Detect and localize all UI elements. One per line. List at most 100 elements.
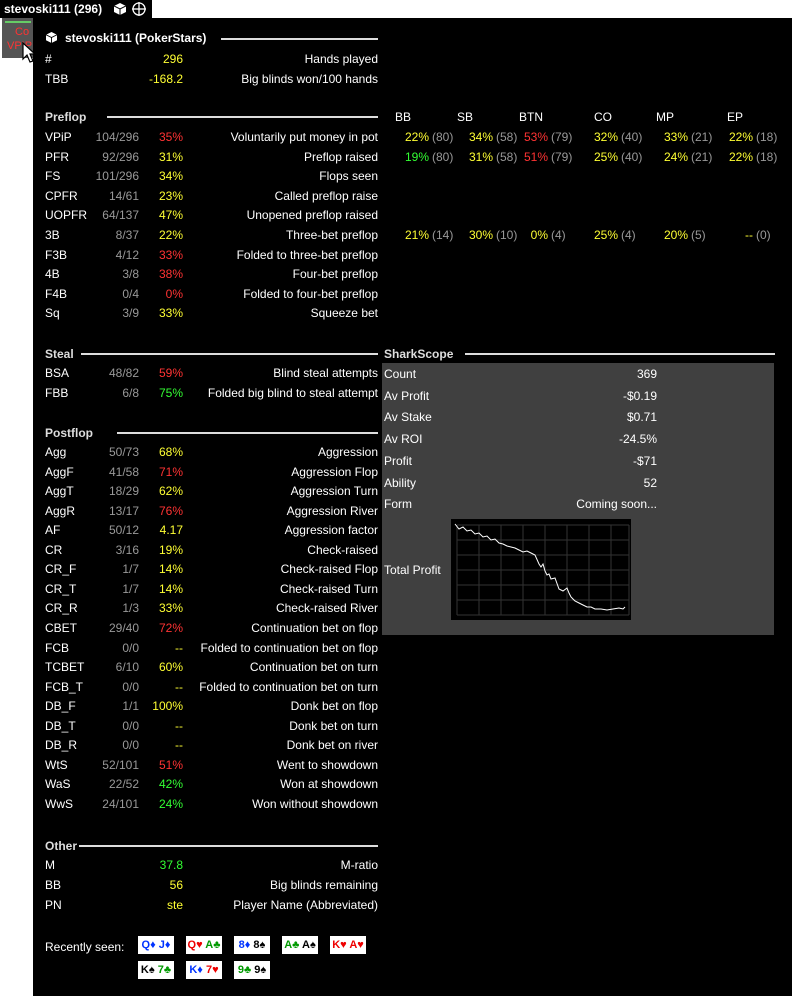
position-count: (4) [551, 228, 566, 242]
spade-suit-icon: ♠ [148, 964, 155, 976]
club-suit-icon: ♣ [213, 939, 221, 951]
stat-ratio: 8/37 [115, 228, 139, 242]
profit-chart [454, 523, 630, 616]
stat-label: Player Name (Abbreviated) [233, 898, 378, 912]
cube-icon[interactable] [114, 3, 126, 15]
crosshair-icon[interactable] [132, 2, 146, 16]
mouse-cursor-icon [22, 42, 37, 63]
sharkscope-value: $0.71 [626, 410, 657, 425]
stat-ratio: 18/29 [108, 484, 139, 499]
stat-value: 31% [158, 149, 183, 164]
mini-hud-bar [5, 21, 31, 23]
stat-label: Squeeze bet [310, 306, 378, 321]
card-rank: 9 [254, 964, 261, 976]
stat-ratio: 101/296 [95, 169, 139, 184]
stat-ratio: 0/0 [122, 640, 139, 655]
stat-label: Preflop raised [303, 149, 378, 164]
sharkscope-title: SharkScope [384, 347, 454, 361]
stat-label: Aggression [317, 445, 378, 459]
position-count: (80) [432, 149, 454, 164]
stat-value: 296 [162, 52, 183, 66]
position-header-bb: BB [394, 110, 411, 124]
card-rank: K [332, 939, 341, 951]
stat-abbr: DB_T [45, 718, 76, 733]
recent-hand-card[interactable]: 9♣ 9♠ [234, 961, 270, 979]
stat-value: 22% [158, 228, 183, 242]
stat-label: Continuation bet on turn [249, 660, 378, 675]
stat-label: Flops seen [319, 169, 378, 184]
stat-ratio: 52/101 [102, 757, 139, 772]
club-suit-icon: ♣ [163, 964, 172, 976]
spade-suit-icon: ♠ [259, 939, 266, 951]
stat-abbr: Agg [45, 445, 67, 459]
stat-value: 24% [158, 796, 183, 811]
stat-label: Continuation bet on flop [251, 620, 378, 635]
stat-value: 71% [158, 464, 183, 479]
stat-value: 33% [158, 306, 183, 321]
stat-value: 37.8 [159, 858, 183, 872]
card-rank: 8 [238, 939, 245, 951]
stat-value: -- [175, 738, 183, 753]
stat-label: M-ratio [340, 858, 378, 872]
stat-value: 0% [165, 286, 183, 301]
position-pct: 25% [593, 228, 618, 242]
stat-abbr: PFR [45, 149, 69, 164]
stat-label: Went to showdown [276, 757, 378, 772]
sharkscope-divider [465, 353, 775, 355]
stat-ratio: 14/61 [108, 188, 139, 203]
recent-hand-card[interactable]: 8♦ 8♠ [234, 936, 270, 954]
sharkscope-label: Av Profit [384, 388, 430, 403]
stat-ratio: 48/82 [108, 366, 139, 380]
total-profit-label: Total Profit [384, 563, 441, 577]
spade-suit-icon: ♠ [260, 964, 267, 976]
stat-abbr: CR [45, 542, 63, 557]
spade-suit-icon: ♠ [309, 939, 316, 951]
stat-label: Aggression factor [284, 523, 378, 538]
stat-label: Big blinds won/100 hands [241, 71, 378, 86]
club-suit-icon: ♣ [243, 964, 252, 976]
hud-titlebar[interactable]: stevoski111 (296) [0, 0, 152, 18]
recent-hand-card[interactable]: Q♥ A♣ [186, 936, 222, 954]
sharkscope-label: Ability [384, 475, 417, 490]
diamond-suit-icon: ♦ [164, 939, 171, 951]
stat-ratio: 41/58 [108, 464, 139, 479]
stat-value: 59% [158, 366, 183, 380]
hud-title: stevoski111 (296) [4, 2, 103, 16]
position-count: (14) [432, 228, 454, 242]
position-count: (40) [621, 149, 643, 164]
section-divider [117, 432, 378, 434]
stat-abbr: DB_R [45, 738, 78, 753]
recent-hand-card[interactable]: A♣ A♠ [282, 936, 318, 954]
stat-ratio: 13/17 [108, 503, 139, 518]
recent-hand-card[interactable]: K♦ 7♥ [186, 961, 222, 979]
sharkscope-label: Count [384, 367, 417, 381]
stat-abbr: 4B [45, 267, 60, 282]
position-count: (21) [691, 130, 713, 144]
stat-abbr: WtS [45, 757, 68, 772]
position-count: (40) [621, 130, 643, 144]
recent-hand-card[interactable]: K♥ A♥ [330, 936, 366, 954]
position-count: (58) [496, 130, 518, 144]
stat-ratio: 1/1 [122, 699, 139, 714]
position-pct: 0% [530, 228, 548, 242]
position-pct: 21% [404, 228, 429, 242]
stat-abbr: CR_T [45, 581, 77, 596]
position-pct: -- [745, 228, 753, 242]
stat-abbr: AggT [45, 484, 74, 499]
stat-label: Won without showdown [252, 796, 378, 811]
stat-abbr: TBB [45, 71, 69, 86]
position-count: (0) [756, 228, 771, 242]
stat-value: 4.17 [159, 523, 183, 538]
stat-label: Check-raised Flop [280, 562, 378, 577]
stat-abbr: 3B [45, 228, 60, 242]
stat-label: Aggression River [286, 503, 378, 518]
stat-label: Donk bet on river [286, 738, 378, 753]
position-pct: 34% [468, 130, 493, 144]
stat-abbr: AggR [45, 503, 76, 518]
stat-abbr: UOPFR [45, 208, 87, 223]
stat-label: Three-bet preflop [285, 228, 378, 242]
stat-abbr: F3B [45, 247, 68, 262]
recent-hand-card[interactable]: Q♦ J♦ [138, 936, 174, 954]
stat-value: ste [166, 898, 183, 912]
recent-hand-card[interactable]: K♠ 7♣ [138, 961, 174, 979]
